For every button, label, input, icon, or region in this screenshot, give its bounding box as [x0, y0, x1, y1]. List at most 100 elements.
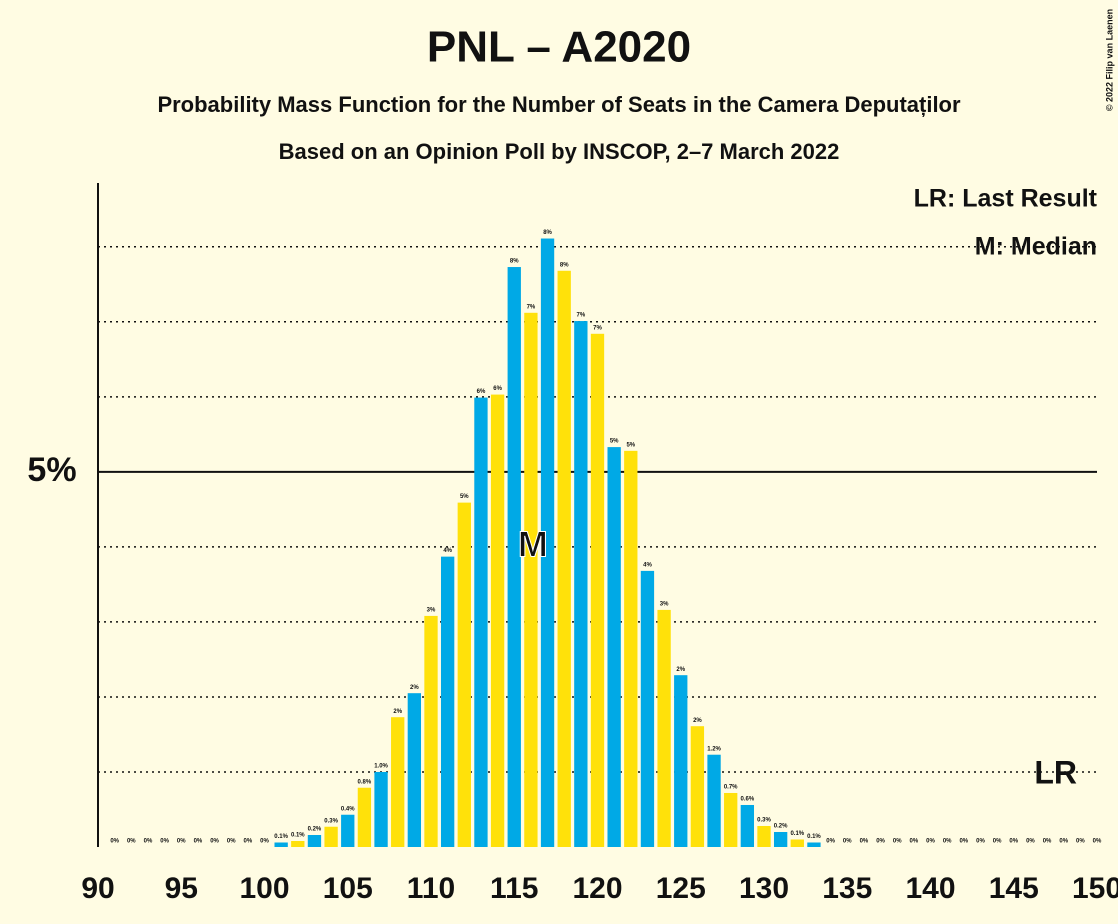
- value-label: 0%: [910, 839, 919, 845]
- value-label: 0%: [127, 839, 136, 845]
- bar: [657, 609, 671, 847]
- bar: [507, 267, 521, 848]
- value-label: 2%: [410, 685, 419, 691]
- value-label: 0.2%: [308, 827, 322, 833]
- bar: [757, 825, 771, 847]
- value-label: 0%: [194, 839, 203, 845]
- median-marker: M: [518, 524, 548, 565]
- value-label: 0%: [160, 839, 169, 845]
- value-label: 7%: [527, 304, 536, 310]
- bar: [474, 397, 488, 847]
- value-label: 0%: [1076, 839, 1085, 845]
- value-label: 0.2%: [774, 824, 788, 830]
- value-label: 0%: [227, 839, 236, 845]
- value-label: 5%: [626, 442, 635, 448]
- chart-subtitle: Based on an Opinion Poll by INSCOP, 2–7 …: [279, 139, 840, 164]
- credit: © 2022 Filip van Laenen: [1104, 9, 1114, 111]
- value-label: 7%: [577, 313, 586, 319]
- bar: [740, 804, 755, 847]
- bar: [374, 771, 388, 847]
- bar: [274, 842, 288, 847]
- value-label: 8%: [543, 230, 552, 236]
- bar: [574, 321, 588, 847]
- bar: [540, 238, 555, 848]
- value-label: 0%: [843, 839, 852, 845]
- x-tick-label: 140: [905, 872, 955, 905]
- value-label: 7%: [593, 325, 602, 331]
- bar: [640, 570, 655, 847]
- bar: [407, 693, 422, 847]
- value-label: 0.3%: [324, 818, 338, 824]
- y-tick-label: 5%: [27, 451, 76, 489]
- legend-entry: LR: Last Result: [914, 185, 1098, 213]
- value-label: 2%: [676, 667, 685, 673]
- value-label: 0%: [177, 839, 186, 845]
- x-tick-label: 130: [739, 872, 789, 905]
- bar: [524, 312, 538, 848]
- x-tick-label: 105: [323, 872, 373, 905]
- x-tick-label: 100: [239, 872, 289, 905]
- value-label: 0%: [260, 839, 269, 845]
- value-label: 5%: [610, 439, 619, 445]
- value-label: 0%: [976, 839, 985, 845]
- value-label: 0%: [1009, 839, 1018, 845]
- bar: [424, 615, 438, 847]
- bar: [291, 840, 305, 847]
- bar: [341, 814, 355, 847]
- bar: [707, 754, 721, 847]
- value-label: 4%: [443, 548, 452, 554]
- value-label: 1.2%: [707, 746, 721, 752]
- value-label: 2%: [693, 718, 702, 724]
- x-tick-label: 110: [407, 872, 455, 905]
- value-label: 0%: [1059, 839, 1068, 845]
- bar: [440, 556, 455, 847]
- chart-title: PNL – A2020: [427, 23, 691, 72]
- value-label: 0.1%: [291, 833, 305, 839]
- bar: [307, 834, 322, 847]
- bar: [724, 792, 738, 847]
- value-label: 3%: [660, 601, 669, 607]
- x-tick-label: 145: [989, 872, 1039, 905]
- x-tick-label: 125: [656, 872, 706, 905]
- value-label: 0%: [1093, 839, 1102, 845]
- value-label: 0%: [110, 839, 119, 845]
- value-label: 0.7%: [724, 785, 738, 791]
- chart-subtitle: Probability Mass Function for the Number…: [157, 92, 961, 117]
- x-tick-label: 115: [490, 872, 538, 905]
- value-label: 0%: [993, 839, 1002, 845]
- bar: [674, 675, 688, 847]
- value-label: 0%: [959, 839, 968, 845]
- bar: [690, 726, 705, 847]
- value-label: 0%: [860, 839, 869, 845]
- value-label: 2%: [393, 709, 402, 715]
- legend-entry: M: Median: [975, 233, 1097, 261]
- bar: [324, 826, 338, 847]
- value-label: 0%: [1026, 839, 1035, 845]
- bar: [773, 831, 788, 847]
- value-label: 5%: [460, 494, 469, 500]
- value-label: 0.8%: [358, 779, 372, 785]
- value-label: 0.1%: [807, 834, 821, 840]
- value-label: 1.0%: [374, 764, 388, 770]
- value-label: 0%: [144, 839, 153, 845]
- value-label: 0.4%: [341, 806, 355, 812]
- last-result-marker: LR: [1034, 754, 1077, 790]
- bar: [490, 394, 505, 847]
- value-label: 8%: [510, 259, 519, 265]
- bar: [590, 333, 605, 848]
- value-label: 8%: [560, 262, 569, 268]
- x-tick-label: 135: [822, 872, 872, 905]
- value-label: 0%: [926, 839, 935, 845]
- value-label: 0%: [1043, 839, 1052, 845]
- bar: [624, 450, 638, 847]
- bar: [790, 839, 804, 847]
- value-label: 0%: [244, 839, 253, 845]
- value-label: 0.1%: [790, 831, 804, 837]
- value-label: 0%: [876, 839, 885, 845]
- value-label: 6%: [477, 389, 486, 395]
- value-label: 3%: [427, 607, 436, 613]
- value-label: 0%: [943, 839, 952, 845]
- value-label: 0%: [893, 839, 902, 845]
- value-label: 0%: [826, 839, 835, 845]
